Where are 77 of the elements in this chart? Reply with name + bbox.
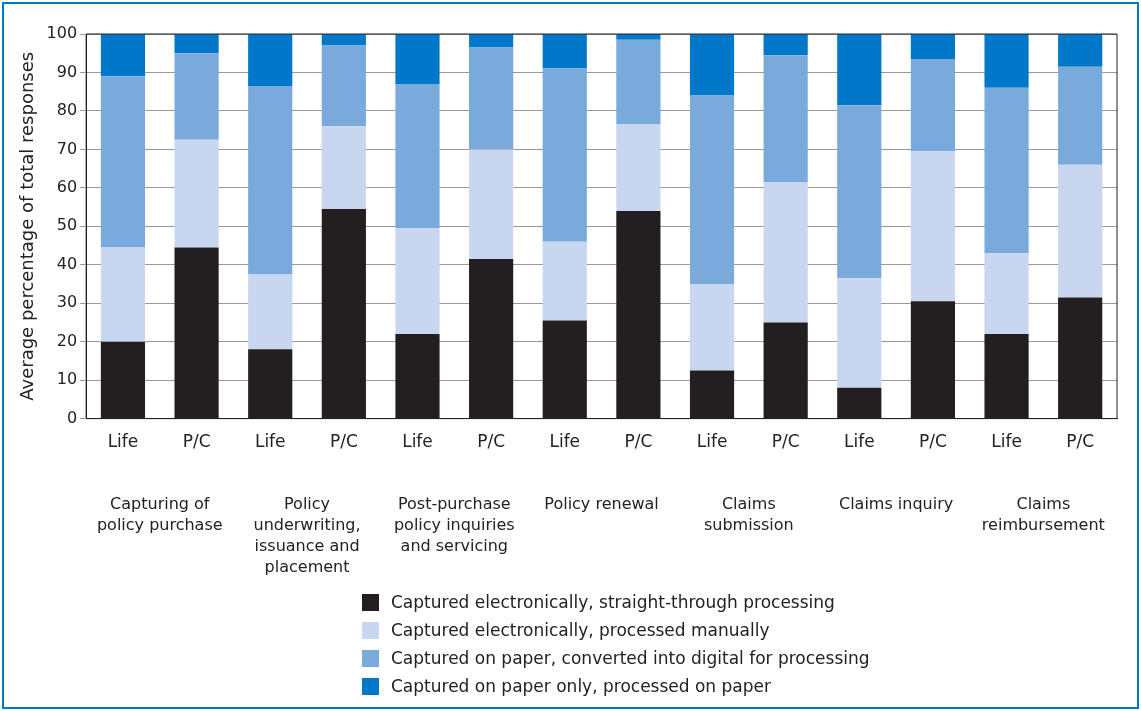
bar (395, 228, 440, 334)
bar (248, 274, 293, 350)
y-tick-label: 10 (56, 369, 78, 389)
bar (984, 253, 1029, 334)
bar (837, 34, 882, 106)
x-tick-label: Life (696, 431, 728, 452)
bar (910, 151, 956, 302)
bar (395, 34, 440, 84)
bar (1058, 164, 1103, 298)
x-tick-label: P/C (918, 431, 947, 452)
bar (469, 149, 514, 259)
x-tick-label: Life (402, 431, 433, 452)
legend-label: Captured electronically, processed manually (391, 620, 770, 640)
x-tick-label: P/C (624, 431, 653, 452)
x-tick-label: P/C (182, 431, 211, 452)
bar (174, 139, 219, 248)
bar (763, 182, 808, 323)
bar (174, 53, 219, 140)
legend-label: Captured on paper, converted into digital for processing (391, 648, 870, 668)
bar (542, 241, 587, 321)
bar (837, 105, 882, 279)
bar (910, 59, 956, 152)
text: Policy underwriting, issuance and placement (253, 494, 361, 577)
bar (689, 34, 735, 96)
y-tick-label: 30 (56, 292, 78, 312)
bar (100, 34, 146, 77)
x-tick-label: P/C (771, 431, 800, 452)
bar (837, 278, 882, 388)
x-tick-label: P/C (1066, 431, 1095, 452)
bar (542, 34, 587, 69)
bar (174, 34, 219, 54)
x-tick-label: Life (549, 431, 581, 452)
text: Policy renewal (544, 494, 659, 514)
bar (100, 76, 146, 248)
bar (763, 55, 808, 183)
text: Claims inquiry (838, 494, 954, 514)
x-tick-label: Life (843, 431, 875, 452)
bar (910, 34, 956, 59)
bar (984, 87, 1029, 254)
bar (395, 84, 440, 229)
bar (542, 68, 587, 242)
text: Capturing of policy purchase (96, 494, 223, 535)
y-tick-label: 80 (56, 100, 78, 120)
legend-label: Captured on paper only, processed on paper (391, 676, 771, 696)
x-tick-label: P/C (329, 431, 358, 452)
text: Claims submission (703, 494, 794, 535)
bar (984, 34, 1029, 88)
y-tick-label: 70 (56, 138, 78, 158)
bar (616, 39, 661, 125)
bar (689, 283, 735, 371)
x-tick-label: Life (991, 431, 1022, 452)
bar (1058, 34, 1103, 67)
text: Claims reimbursement (981, 494, 1105, 535)
bar (321, 126, 366, 209)
y-tick-label: 40 (56, 253, 78, 273)
x-tick-label: P/C (477, 431, 506, 452)
y-tick-label: 100 (46, 23, 78, 43)
y-tick-label: 20 (56, 330, 78, 350)
bar (763, 34, 808, 56)
legend-label: Captured electronically, straight-through processing (391, 592, 835, 612)
bar (321, 45, 366, 127)
bar (248, 34, 293, 86)
x-tick-label: Life (107, 431, 139, 452)
bar (616, 124, 661, 211)
y-tick-label: 60 (56, 177, 78, 196)
bar (100, 247, 146, 342)
bar (248, 85, 293, 275)
y-tick-label: 0 (66, 407, 78, 427)
y-tick-label: 50 (56, 215, 78, 235)
bar (321, 34, 366, 46)
bar (689, 95, 735, 284)
y-axis-title: Average percentage of total responses (16, 51, 38, 401)
y-tick-label: 90 (56, 61, 78, 81)
x-tick-label: Life (254, 431, 286, 452)
bar (469, 47, 514, 150)
bar (1058, 66, 1103, 165)
text: Post-purchase policy inquiries and servicing (393, 494, 515, 556)
